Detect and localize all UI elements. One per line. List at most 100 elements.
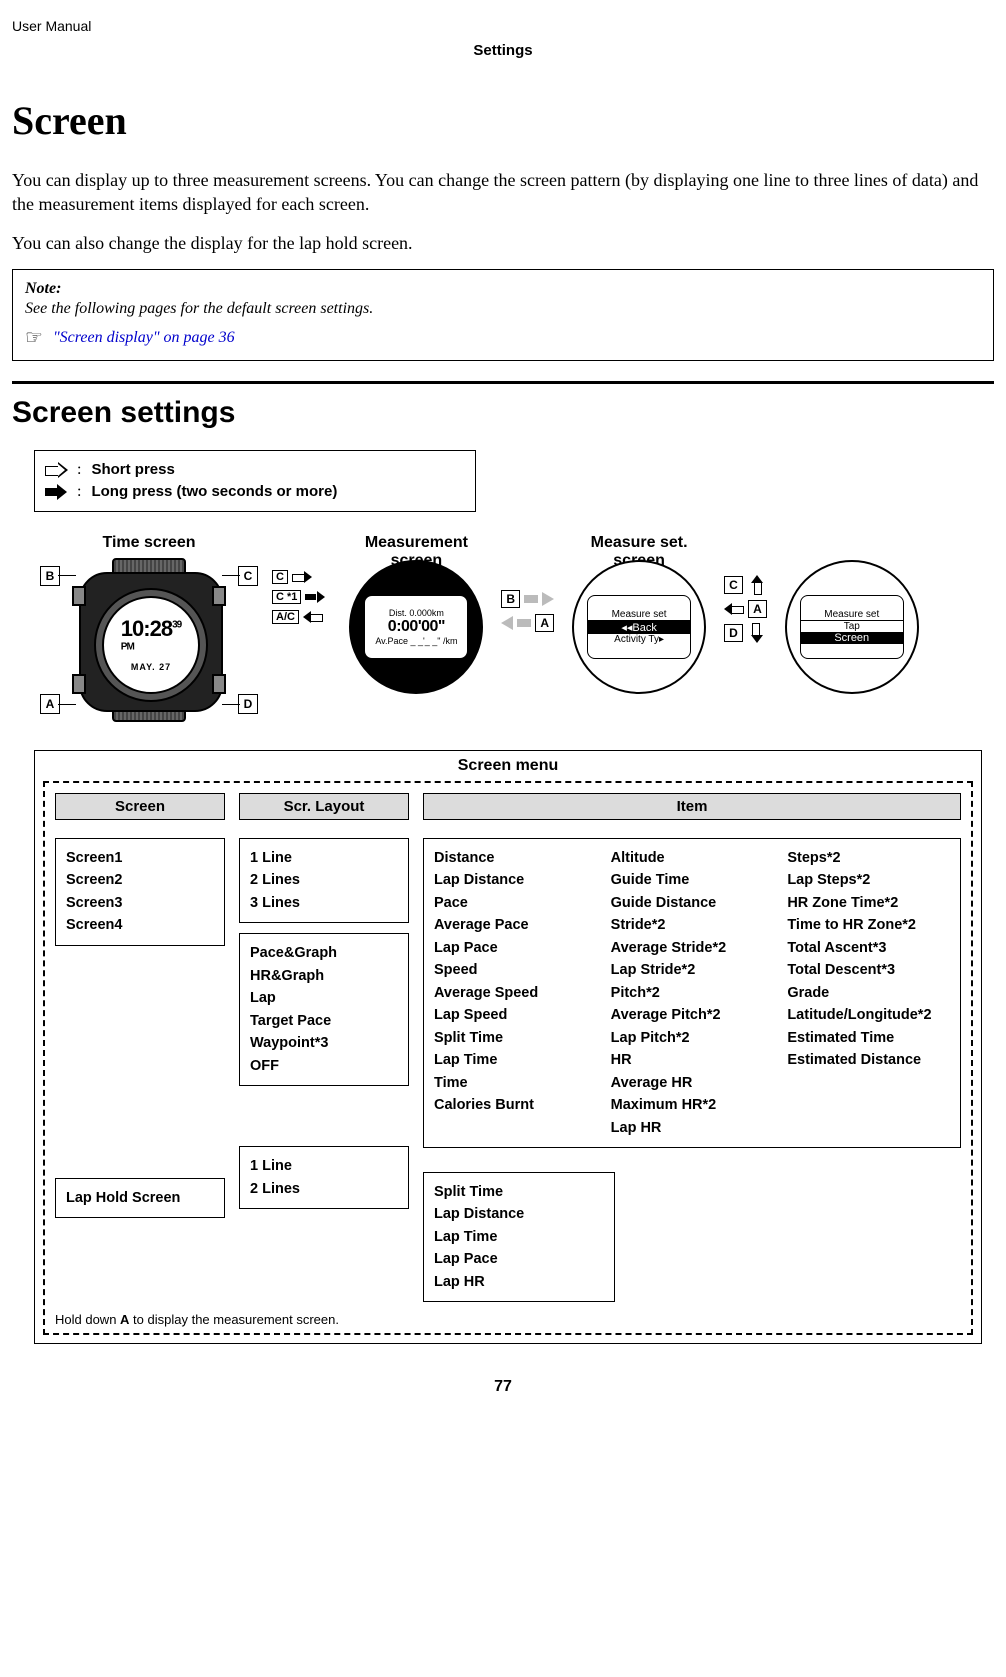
short-press-arrow-icon	[45, 462, 67, 478]
laphold-layout-box: 1 Line 2 Lines	[239, 1146, 409, 1209]
list-item: Average Pace	[434, 914, 597, 936]
list-item: HR	[611, 1049, 774, 1071]
list-item: Total Ascent*3	[787, 937, 950, 959]
header-manual-title: User Manual	[12, 18, 994, 34]
list-item: 1 Line	[250, 1155, 398, 1177]
list-item: Lap Steps*2	[787, 869, 950, 891]
laphold-items-box: Split Time Lap Distance Lap Time Lap Pac…	[423, 1172, 615, 1302]
note-label: Note:	[25, 280, 981, 298]
list-item: Lap Speed	[434, 1004, 597, 1026]
press-legend-box: : Short press : Long press (two seconds …	[34, 450, 476, 512]
lap-hold-screen-box: Lap Hold Screen	[55, 1178, 225, 1218]
dial1-option: Activity Ty▸	[588, 634, 690, 645]
list-item: 2 Lines	[250, 1178, 398, 1200]
dial1-title: Measure set	[588, 609, 690, 621]
trans-a-label: A	[535, 614, 554, 632]
list-item: Guide Time	[611, 869, 774, 891]
subsection-title: Screen settings	[12, 396, 994, 430]
measurement-dial: Dist. 0.000km 0:00'00" Av.Pace _ _'_ _" …	[349, 560, 483, 694]
meas-row1: Dist. 0.000km	[389, 608, 444, 618]
list-item: Lap Pace	[434, 937, 597, 959]
arrow-down-icon	[751, 623, 763, 643]
list-item: Lap Pace	[434, 1248, 604, 1270]
list-item: HR&Graph	[250, 965, 398, 987]
arrow-right-solid-icon	[305, 591, 325, 603]
col-header-screen: Screen	[55, 793, 225, 820]
trans-c2-label: C	[724, 576, 743, 594]
layout-modes-box: Pace&Graph HR&Graph Lap Target Pace Wayp…	[239, 933, 409, 1086]
list-item: 1 Line	[250, 847, 398, 869]
list-item: Lap Stride*2	[611, 959, 774, 981]
list-item: Average Speed	[434, 982, 597, 1004]
long-press-arrow-icon	[45, 484, 67, 500]
spacer	[850, 534, 854, 554]
grey-arrow-left-icon	[501, 616, 513, 630]
screen-menu-box: Screen menu Screen Screen1 Screen2 Scree…	[34, 750, 982, 1344]
list-item: Lap Time	[434, 1049, 597, 1071]
measure-set-dial-1: Measure set ◂◂Back Activity Ty▸	[572, 560, 706, 694]
list-item: Screen1	[66, 847, 214, 869]
list-item: Speed	[434, 959, 597, 981]
dial2-selected: Screen	[801, 632, 903, 644]
list-item: Average Stride*2	[611, 937, 774, 959]
list-item: Lap Pitch*2	[611, 1027, 774, 1049]
pointing-hand-icon: ☞	[25, 328, 43, 348]
button-label-d: D	[238, 694, 258, 714]
list-item: Lap HR	[434, 1271, 604, 1293]
trans-ac-label: A/C	[272, 610, 299, 624]
list-item: Split Time	[434, 1181, 604, 1203]
measure-set-title: Measure set. screen	[564, 534, 714, 554]
dial2-option: Tap	[801, 621, 903, 632]
list-item: Pitch*2	[611, 982, 774, 1004]
list-item: Time to HR Zone*2	[787, 914, 950, 936]
button-label-b: B	[40, 566, 60, 586]
legend-colon: :	[77, 483, 81, 501]
list-item: Grade	[787, 982, 950, 1004]
watch-seconds: 39	[172, 620, 181, 631]
button-label-c: C	[238, 566, 258, 586]
col-header-layout: Scr. Layout	[239, 793, 409, 820]
list-item: Split Time	[434, 1027, 597, 1049]
arrow-left-icon	[724, 603, 744, 615]
trans-c1-label: C *1	[272, 590, 301, 604]
list-item: Altitude	[611, 847, 774, 869]
measure-set-dial-2: Measure set Tap Screen	[785, 560, 919, 694]
note-cross-reference-link[interactable]: "Screen display" on page 36	[53, 329, 235, 347]
transition-arrows-3: C A D	[724, 576, 767, 642]
list-item: Estimated Distance	[787, 1049, 950, 1071]
list-item: Distance	[434, 847, 597, 869]
list-item: Pace&Graph	[250, 942, 398, 964]
intro-paragraph-1: You can display up to three measurement …	[12, 168, 994, 217]
page-number: 77	[12, 1378, 994, 1396]
trans-a2-label: A	[748, 600, 767, 618]
arrow-right-icon	[292, 571, 312, 583]
button-label-a: A	[40, 694, 60, 714]
section-divider	[12, 381, 994, 384]
list-item: Time	[434, 1072, 597, 1094]
time-screen-title: Time screen	[102, 534, 195, 554]
note-text: See the following pages for the default …	[25, 300, 981, 318]
list-item: Lap Distance	[434, 1203, 604, 1225]
meas-row2: 0:00'00"	[388, 618, 445, 636]
col-header-item: Item	[423, 793, 961, 820]
screen-options-box: Screen1 Screen2 Screen3 Screen4	[55, 838, 225, 946]
transition-arrows-2: B A	[501, 590, 554, 632]
list-item: Average Pitch*2	[611, 1004, 774, 1026]
list-item: Calories Burnt	[434, 1094, 597, 1116]
measurement-screen-title: Measurement screen	[341, 534, 491, 554]
trans-d-label: D	[724, 624, 743, 642]
layout-lines-box: 1 Line 2 Lines 3 Lines	[239, 838, 409, 923]
list-item: Lap Time	[434, 1226, 604, 1248]
header-section-label: Settings	[12, 42, 994, 59]
trans-b-label: B	[501, 590, 520, 608]
dial2-title: Measure set	[801, 609, 903, 621]
list-item: Estimated Time	[787, 1027, 950, 1049]
arrow-up-icon	[751, 575, 763, 595]
list-item: OFF	[250, 1055, 398, 1077]
list-item: Lap HR	[611, 1117, 774, 1139]
navigation-diagram: Time screen 10:2839PM MAY. 27 B C A D	[34, 534, 994, 720]
list-item: Total Descent*3	[787, 959, 950, 981]
arrow-left-icon	[303, 611, 323, 623]
legend-short-press: Short press	[91, 461, 174, 478]
screen-menu-title: Screen menu	[35, 751, 981, 781]
